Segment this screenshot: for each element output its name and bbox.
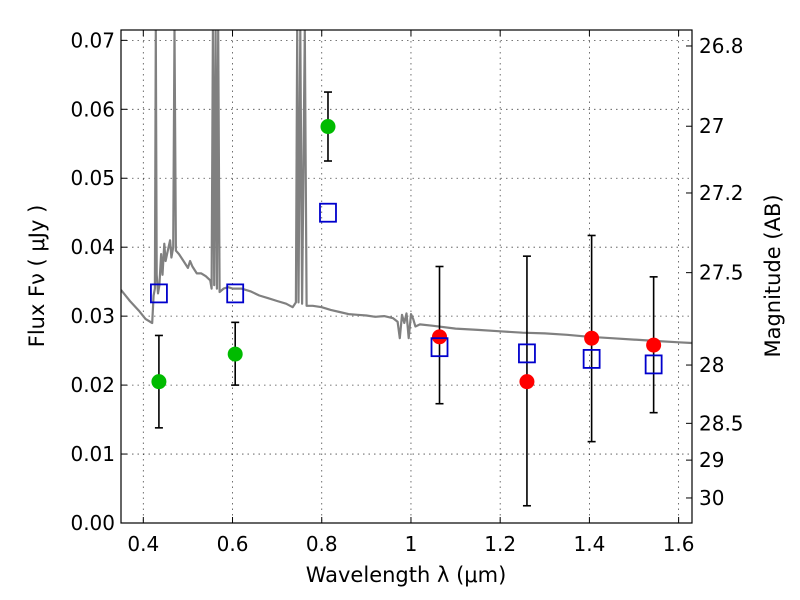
model-square-point — [430, 337, 449, 358]
mag-tick-label: 27.5 — [699, 261, 744, 285]
x-tick-label: 0.6 — [217, 532, 249, 556]
mag-tick-label: 30 — [699, 486, 724, 510]
mag-tick-label: 27 — [699, 114, 724, 138]
y-tick-label: 0.04 — [70, 235, 115, 259]
x-axis-title: Wavelength λ (μm) — [306, 563, 507, 587]
y-tick-label: 0.07 — [70, 28, 115, 52]
red-data-point — [646, 337, 662, 353]
spectrum-layer — [121, 30, 692, 345]
x-tick-label: 1.2 — [484, 532, 516, 556]
model-spectrum-line — [121, 30, 692, 345]
plot-frame — [120, 29, 693, 524]
x-tick-label: 0.8 — [306, 532, 338, 556]
mag-tick-label: 26.8 — [699, 34, 744, 58]
model-square-point — [226, 283, 245, 304]
y-tick-label: 0.03 — [70, 304, 115, 328]
red-data-point — [584, 330, 600, 346]
x-tick-label: 0.4 — [127, 532, 159, 556]
y-tick-label: 0.06 — [70, 97, 115, 121]
mag-tick-label: 27.2 — [699, 181, 744, 205]
model-square-point — [518, 343, 536, 364]
x-tick-label: 1.6 — [663, 532, 695, 556]
red-data-point — [432, 329, 448, 345]
red-data-point — [519, 374, 535, 390]
y-tick-label: 0.02 — [70, 373, 115, 397]
marker-layer — [150, 91, 663, 507]
y-tick-label: 0.05 — [70, 166, 115, 190]
mag-tick-label: 28 — [699, 353, 724, 377]
y-axis-right-title: Magnitude (AB) — [761, 194, 785, 357]
x-tick-label: 1.4 — [573, 532, 605, 556]
y-axis-title: Flux Fν ( μJy ) — [25, 205, 49, 348]
mag-tick-label: 28.5 — [699, 411, 744, 435]
model-square-point — [644, 354, 663, 375]
y-tick-label: 0.01 — [70, 442, 115, 466]
x-tick-label: 1 — [405, 532, 418, 556]
green-data-point — [320, 119, 336, 135]
green-data-point — [227, 346, 243, 362]
y-tick-label: 0.00 — [70, 511, 115, 535]
model-square-point — [150, 283, 168, 304]
model-square-point — [319, 202, 337, 223]
model-square-point — [582, 348, 601, 369]
tick-layer: 0.4 0.6 0.8 1 1.2 1.4 1.6 0.00 0.01 0.02 0.03 0.04 0… — [70, 28, 743, 556]
green-data-point — [151, 374, 167, 390]
mag-tick-label: 29 — [699, 448, 724, 472]
